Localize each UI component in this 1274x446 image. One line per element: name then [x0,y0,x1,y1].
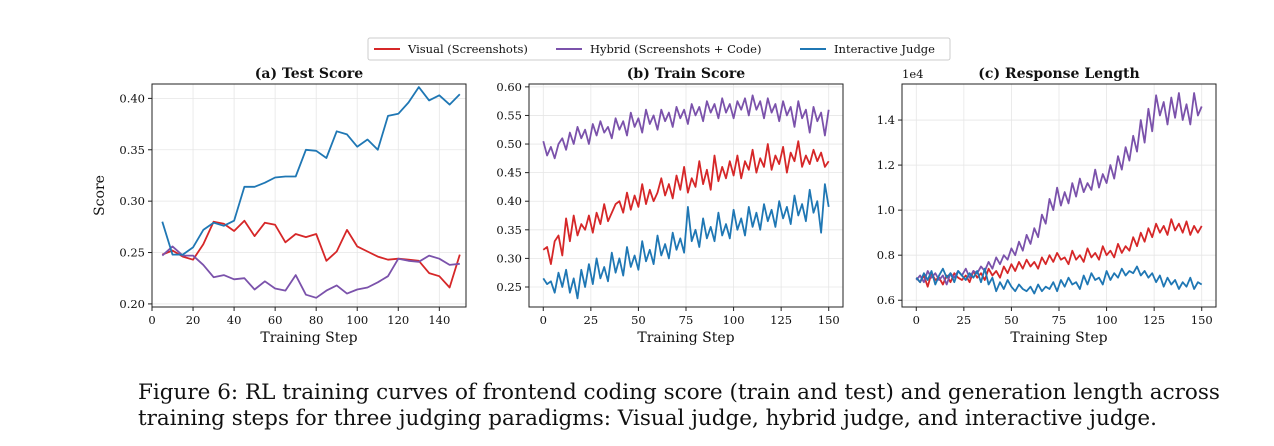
y-tick-label: 0.35 [119,143,145,157]
y-tick-label: 0.60 [496,80,522,94]
x-tick-label: 20 [186,313,201,327]
x-tick-label: 80 [309,313,324,327]
y-tick-label: 0.45 [496,166,522,180]
x-tick-label: 60 [268,313,283,327]
y-tick-label: 0.6 [877,293,895,307]
legend: Visual (Screenshots) Hybrid (Screenshots … [367,37,951,61]
x-tick-label: 50 [1004,313,1019,327]
figure-canvas: Visual (Screenshots) Hybrid (Screenshots … [92,37,1217,346]
x-tick-label: 50 [631,313,646,327]
legend-frame [367,37,951,61]
y-axis-exponent: 1e4 [902,67,923,81]
y-tick-label: 0.30 [496,251,522,265]
x-tick-label: 150 [818,313,840,327]
x-tick-label: 0 [913,313,920,327]
x-tick-label: 75 [679,313,694,327]
x-tick-label: 120 [387,313,409,327]
y-tick-label: 0.40 [119,91,145,105]
series-line-2 [915,92,1203,286]
panel-response-length: 0 25 50 75 100 125 150 0.6 0.8 1.0 1.2 1.4 (c) Respo… [877,66,1217,346]
figure-caption: Figure 6: RL training curves of frontend… [138,380,1220,431]
y-tick-label: 0.40 [496,194,522,208]
y-tick-label: 1.0 [877,203,895,217]
x-tick-label: 125 [1143,313,1165,327]
y-tick-label: 0.8 [877,248,895,262]
panel-title: (c) Response Length [978,66,1139,82]
y-tick-label: 1.4 [877,113,895,127]
x-tick-label: 100 [723,313,745,327]
x-tick-label: 0 [540,313,547,327]
x-tick-label: 100 [1096,313,1118,327]
y-tick-label: 0.55 [496,108,522,122]
legend-label: Visual (Screenshots) [407,42,528,56]
panel-title: (a) Test Score [255,66,363,82]
x-tick-label: 25 [584,313,599,327]
plot-frame [151,83,467,308]
x-axis-label: Training Step [260,330,357,346]
series-line-2 [161,245,460,299]
panel-title: (b) Train Score [627,66,745,82]
series-line-1 [542,140,830,266]
x-tick-label: 25 [957,313,972,327]
panel-train-score: 0 25 50 75 100 125 150 0.25 0.30 0.35 0.40 0.45 0.50… [496,66,844,346]
y-axis-label: Score [92,175,108,216]
series-line-3 [161,86,461,256]
x-tick-label: 125 [770,313,792,327]
y-tick-label: 1.2 [877,158,895,172]
series-line-3 [915,265,1203,295]
series-line-2 [542,94,830,160]
y-tick-label: 0.25 [496,280,522,294]
x-tick-label: 150 [1191,313,1213,327]
y-tick-label: 0.35 [496,223,522,237]
x-tick-label: 0 [148,313,155,327]
y-tick-label: 0.25 [119,246,145,260]
legend-label: Hybrid (Screenshots + Code) [590,42,761,56]
series-line-3 [542,183,830,300]
series-line-1 [161,219,461,289]
y-tick-label: 0.20 [119,297,145,311]
y-tick-label: 0.30 [119,194,145,208]
x-axis-label: Training Step [637,330,734,346]
x-tick-label: 140 [428,313,450,327]
x-axis-label: Training Step [1010,330,1107,346]
x-tick-label: 100 [346,313,368,327]
panel-test-score: 0 20 40 60 80 100 120 140 0.20 0.25 0.30 0.35 0.40 (a… [92,66,467,346]
legend-label: Interactive Judge [834,42,935,56]
x-tick-label: 40 [227,313,242,327]
y-tick-label: 0.50 [496,137,522,151]
x-tick-label: 75 [1052,313,1067,327]
